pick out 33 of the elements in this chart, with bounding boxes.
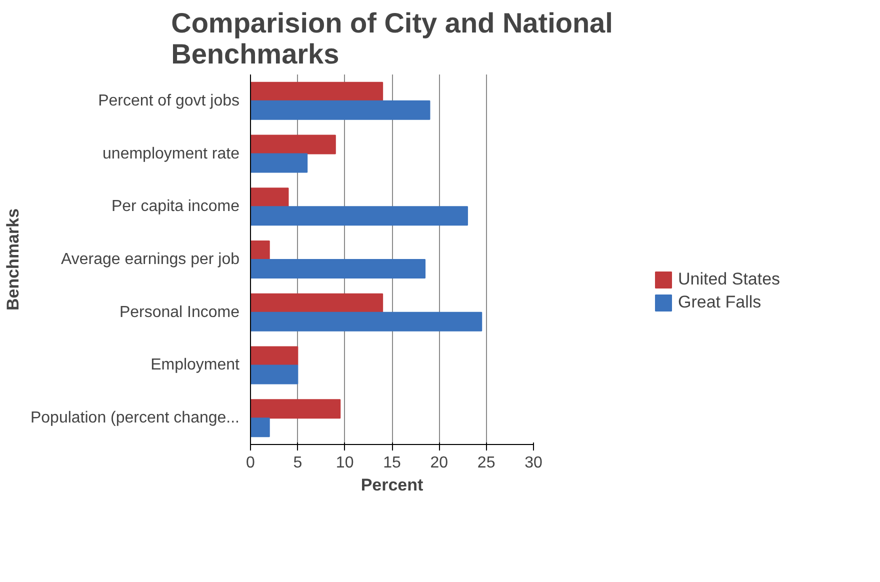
bar	[250, 346, 298, 366]
y-tick-label: Personal Income	[119, 304, 240, 321]
y-tick-label: Average earnings per job	[61, 251, 240, 268]
bar	[250, 259, 426, 278]
bar	[250, 364, 298, 384]
y-tick-label: Percent of govt jobs	[98, 92, 240, 110]
bar	[250, 153, 308, 173]
bar	[250, 418, 270, 438]
bar	[250, 82, 384, 102]
bar	[250, 134, 336, 154]
x-tick-label: 15	[383, 454, 401, 472]
bar	[250, 100, 430, 120]
chart-title: Comparision of City and National Benchmarks	[171, 8, 613, 70]
bar	[250, 293, 384, 313]
x-tick-label: 30	[524, 454, 542, 472]
legend-label: Great Falls	[678, 292, 762, 312]
x-tick-label: 20	[430, 454, 448, 472]
x-axis-title: Percent	[360, 476, 424, 494]
bar	[250, 312, 482, 332]
x-tick-label: 10	[336, 454, 354, 472]
bar	[250, 240, 270, 260]
x-tick-label: 25	[477, 454, 496, 472]
y-tick-label: Employment	[150, 356, 240, 374]
x-tick-label: 0	[246, 454, 256, 472]
legend-label: United States	[678, 269, 780, 289]
y-tick-label: Population (percent change...	[30, 410, 240, 427]
y-tick-label: unemployment rate	[102, 145, 240, 162]
x-tick-label: 5	[293, 454, 302, 472]
bar	[250, 206, 468, 226]
y-axis-title: Benchmarks	[3, 208, 22, 311]
bar	[250, 188, 289, 208]
y-tick-label: Per capita income	[111, 198, 240, 216]
bar	[250, 399, 341, 419]
